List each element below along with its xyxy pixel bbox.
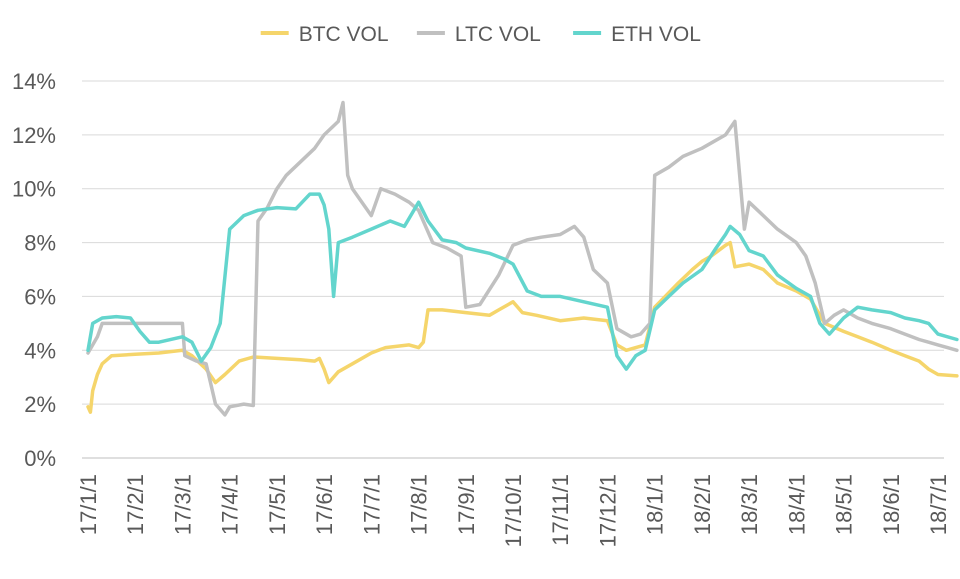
y-tick-label: 10% <box>12 177 56 202</box>
x-tick-label: 18/2/1 <box>690 474 715 535</box>
x-tick-label: 17/10/1 <box>501 474 526 547</box>
gridlines <box>82 80 944 459</box>
x-tick-label: 17/7/1 <box>359 474 384 535</box>
x-tick-label: 18/4/1 <box>784 474 809 535</box>
x-axis-ticks: 17/1/1 17/2/1 17/3/1 17/4/1 17/5/1 17/6/1 17/7… <box>76 474 951 547</box>
y-tick-label: 0% <box>24 446 56 471</box>
x-tick-label: 18/5/1 <box>832 474 857 535</box>
x-tick-label: 17/6/1 <box>312 474 337 535</box>
y-tick-label: 14% <box>12 69 56 94</box>
y-tick-label: 8% <box>24 231 56 256</box>
series-line-ltc-vol <box>86 100 959 417</box>
legend-label: BTC VOL <box>299 23 389 46</box>
x-tick-label: 17/3/1 <box>170 474 195 535</box>
y-tick-label: 12% <box>12 123 56 148</box>
series-lines <box>86 100 959 417</box>
x-tick-label: 17/2/1 <box>123 474 148 535</box>
legend-label: ETH VOL <box>611 23 701 46</box>
legend: BTC VOL LTC VOL ETH VOL <box>260 23 701 46</box>
y-axis-ticks: 0% 2% 4% 6% 8% 10% 12% 14% <box>12 69 56 471</box>
legend-label: LTC VOL <box>455 23 541 46</box>
x-tick-label: 17/8/1 <box>407 474 432 535</box>
y-tick-label: 2% <box>24 392 56 417</box>
x-tick-label: 18/1/1 <box>643 474 668 535</box>
x-tick-label: 17/11/1 <box>548 474 573 546</box>
x-tick-label: 17/12/1 <box>595 474 620 547</box>
x-tick-label: 18/7/1 <box>926 474 951 535</box>
x-tick-label: 17/9/1 <box>454 474 479 535</box>
x-tick-label: 18/6/1 <box>879 474 904 535</box>
y-tick-label: 4% <box>24 338 56 363</box>
x-tick-label: 17/4/1 <box>218 474 243 535</box>
x-tick-label: 17/5/1 <box>265 474 290 535</box>
series-line-eth-vol <box>86 192 959 371</box>
series-line-btc-vol <box>86 240 959 414</box>
x-tick-label: 17/1/1 <box>76 474 101 535</box>
x-tick-label: 18/3/1 <box>737 474 762 535</box>
y-tick-label: 6% <box>24 284 56 309</box>
